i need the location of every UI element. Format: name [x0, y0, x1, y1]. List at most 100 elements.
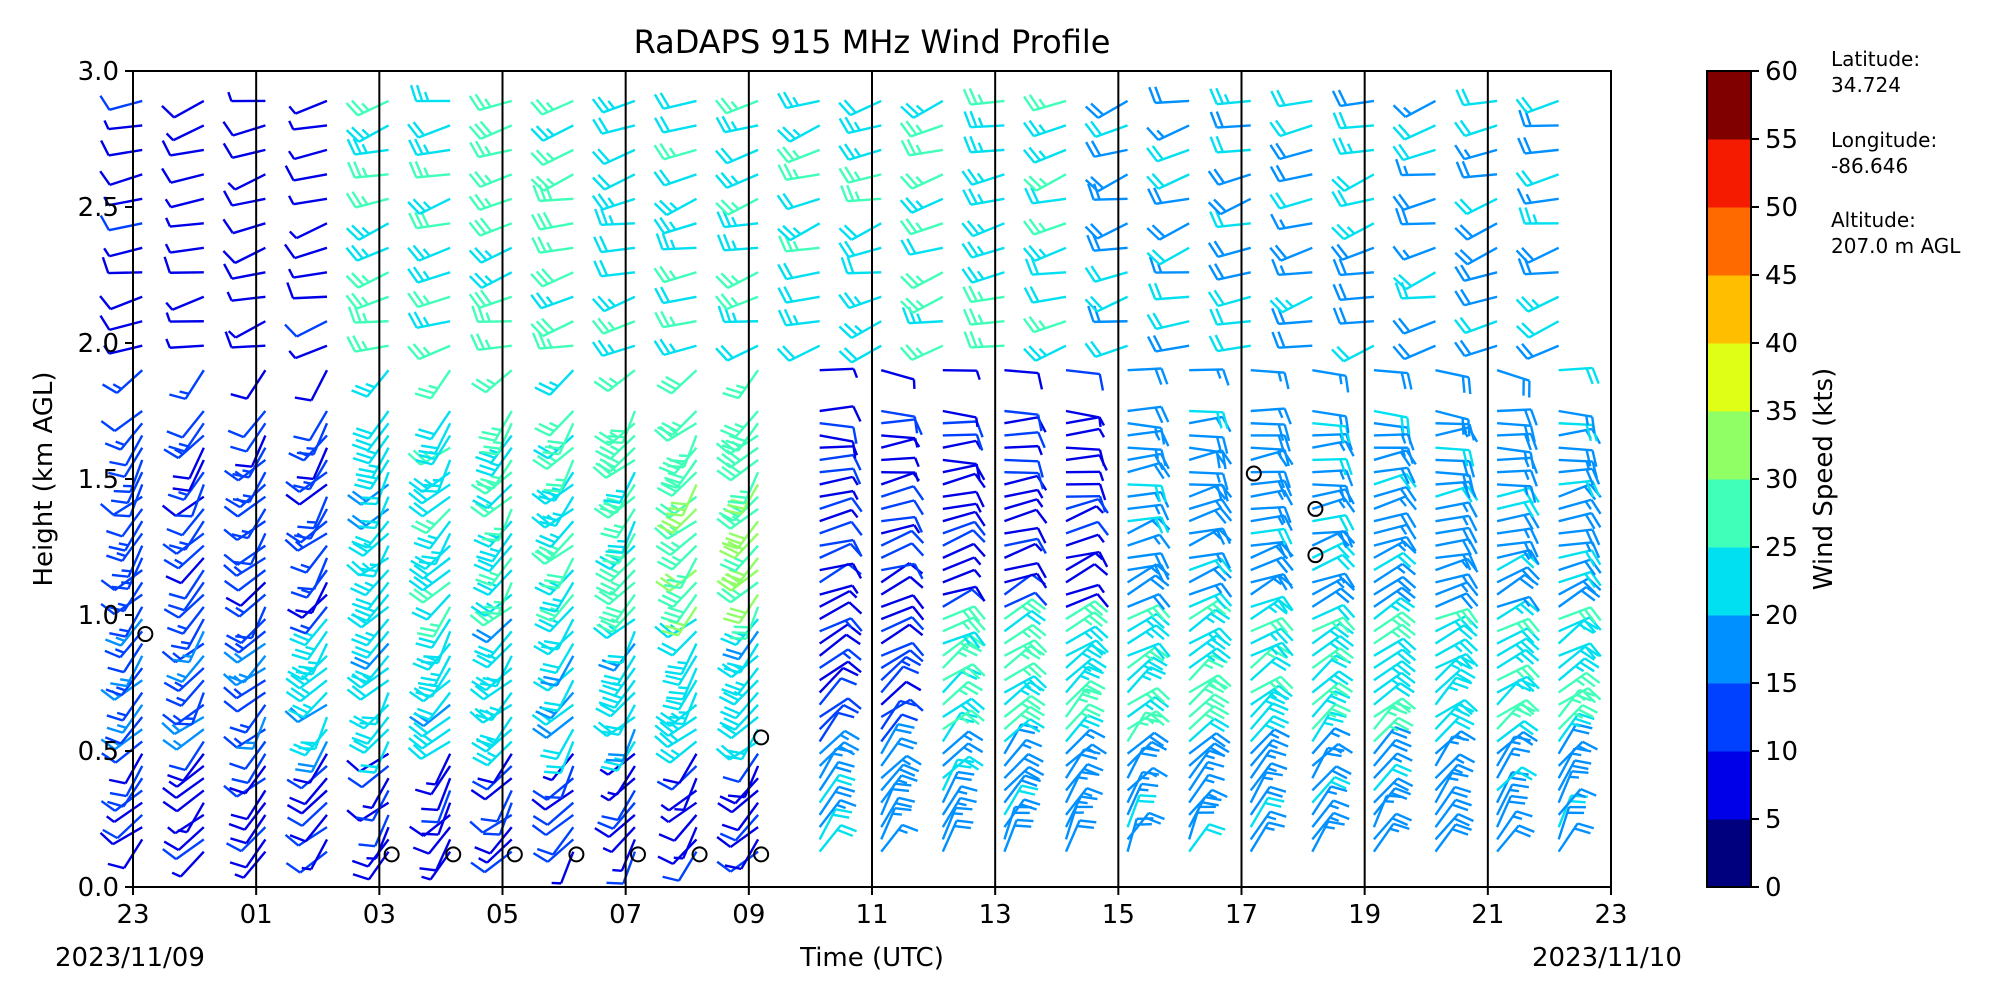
wind-barb — [595, 569, 636, 596]
wind-barb — [838, 99, 882, 117]
barb-flag — [471, 382, 487, 394]
barb-flag — [1037, 460, 1044, 478]
barb-flag — [1466, 581, 1479, 597]
barb-staff — [304, 814, 328, 843]
wind-barb — [881, 409, 919, 434]
barb-flag — [290, 565, 307, 574]
barb-flag — [962, 308, 972, 326]
barb-half-flag — [734, 557, 744, 564]
colorbar-tick-label: 5 — [1765, 805, 1782, 835]
barb-flag — [532, 727, 548, 739]
wind-barb — [530, 173, 574, 192]
wind-barb — [1126, 731, 1169, 755]
barb-flag — [897, 723, 915, 729]
wind-barb — [1126, 696, 1170, 718]
barb-flag — [1401, 586, 1416, 600]
barb-flag — [1454, 720, 1471, 730]
wind-barb — [1496, 730, 1538, 755]
barb-flag — [355, 731, 372, 741]
barb-flag — [1214, 509, 1227, 525]
barb-half-flag — [1391, 678, 1401, 687]
barb-flag — [716, 211, 726, 228]
barb-flag — [407, 746, 422, 760]
wind-barb — [591, 148, 636, 166]
barb-staff — [559, 851, 575, 884]
barb-half-flag — [369, 563, 380, 567]
barb-flag — [723, 667, 741, 674]
barb-flag — [1213, 289, 1225, 306]
wind-barb — [818, 697, 862, 719]
barb-staff — [231, 344, 266, 349]
barb-half-flag — [368, 464, 379, 469]
wind-barb — [172, 459, 205, 492]
barb-flag — [1276, 575, 1288, 591]
barb-flag — [541, 706, 559, 712]
barb-flag — [545, 483, 563, 488]
barb-flag — [667, 606, 685, 614]
wind-barb — [347, 161, 389, 179]
barb-half-flag — [549, 421, 559, 428]
barb-half-flag — [736, 384, 746, 390]
wind-barb — [1065, 763, 1104, 792]
barb-flag — [902, 665, 920, 675]
barb-flag — [1336, 243, 1349, 259]
barb-flag — [107, 862, 125, 870]
barb-half-flag — [549, 580, 559, 588]
barb-flag — [348, 743, 365, 754]
barb-flag — [653, 340, 665, 356]
barb-flag — [162, 713, 177, 726]
barb-flag — [782, 345, 796, 359]
wind-barb — [346, 556, 390, 577]
barb-flag — [543, 488, 561, 493]
barb-flag — [1345, 531, 1354, 548]
barb-flag — [724, 683, 742, 692]
barb-flag — [715, 149, 728, 165]
barb-staff — [1004, 416, 1039, 425]
barb-half-flag — [489, 571, 499, 577]
wind-barb — [942, 709, 985, 731]
wind-barb — [880, 713, 919, 743]
wind-barb — [297, 496, 329, 530]
wind-barb — [1372, 763, 1412, 792]
wind-barb — [1311, 587, 1355, 608]
barb-flag — [469, 710, 484, 724]
barb-half-flag — [1153, 535, 1161, 545]
wind-barb — [167, 581, 205, 612]
wind-barb — [1003, 705, 1045, 731]
barb-half-flag — [174, 681, 184, 689]
barb-flag — [1460, 288, 1471, 305]
barb-flag — [1276, 597, 1288, 613]
barb-half-flag — [361, 167, 368, 177]
wind-barb — [1250, 627, 1294, 645]
barb-half-flag — [1098, 471, 1105, 482]
barb-flag — [1028, 94, 1041, 110]
wind-barb — [1065, 639, 1109, 657]
barb-flag — [973, 521, 986, 536]
wind-barb — [539, 642, 575, 675]
barb-flag — [1283, 449, 1290, 467]
barb-half-flag — [792, 227, 802, 236]
barb-flag — [470, 505, 485, 518]
barb-flag — [163, 448, 180, 460]
barb-flag — [407, 452, 422, 466]
colorbar-tick-label: 20 — [1765, 601, 1798, 631]
barb-half-flag — [1516, 622, 1525, 632]
barb-flag — [421, 807, 439, 812]
barb-flag — [286, 282, 295, 299]
barb-flag — [1523, 433, 1532, 451]
wind-barb — [655, 232, 697, 251]
wind-barb — [1003, 542, 1043, 559]
barb-flag — [162, 800, 178, 813]
wind-barb — [297, 557, 329, 591]
barb-flag — [168, 445, 186, 453]
wind-barb — [1065, 714, 1104, 743]
barb-flag — [731, 631, 749, 635]
barb-staff — [242, 850, 267, 879]
wind-barb — [534, 369, 575, 396]
wind-barb — [655, 740, 698, 764]
barb-half-flag — [546, 127, 555, 137]
barb-half-flag — [1403, 165, 1409, 176]
barb-staff — [1004, 369, 1039, 375]
barb-flag — [913, 416, 919, 434]
barb-flag — [1468, 460, 1476, 478]
